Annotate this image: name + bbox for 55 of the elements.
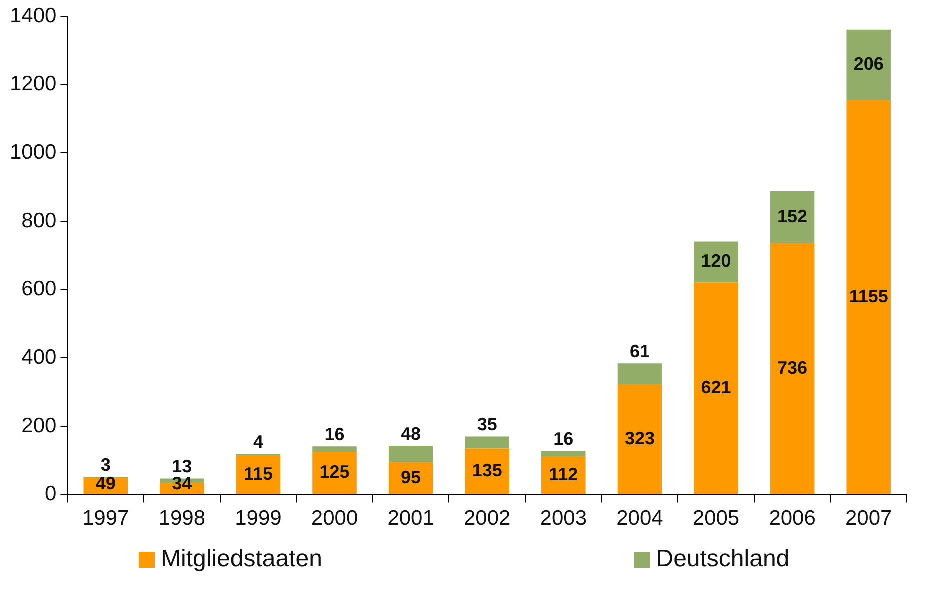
x-tick-label: 2002 <box>464 507 511 530</box>
bar <box>465 448 510 494</box>
x-tick-label: 2000 <box>311 507 358 530</box>
y-tick-label: 800 <box>22 209 57 232</box>
data-label: 135 <box>472 460 502 480</box>
data-label: 115 <box>244 464 273 484</box>
x-tick-label: 1999 <box>235 507 282 530</box>
bar <box>694 282 738 494</box>
bar <box>312 446 357 452</box>
y-tick-label: 400 <box>22 346 57 369</box>
data-label: 61 <box>630 342 650 362</box>
y-tick-label: 200 <box>22 414 57 438</box>
x-tick-label: 2003 <box>540 507 588 530</box>
data-label: 120 <box>701 251 732 272</box>
legend-label: Mitgliedstaaten <box>161 546 322 573</box>
bar <box>618 384 662 494</box>
data-label: 95 <box>401 467 422 488</box>
data-label: 621 <box>701 377 732 398</box>
bar <box>618 364 662 384</box>
data-label: 736 <box>778 358 808 378</box>
bar <box>770 243 815 494</box>
bar <box>542 451 586 457</box>
data-label: 1155 <box>849 286 888 306</box>
x-tick-label: 2005 <box>692 507 740 530</box>
x-tick-label: 1997 <box>82 507 130 530</box>
data-label: 323 <box>624 428 655 448</box>
y-tick-label: 1000 <box>10 141 57 164</box>
data-label: 16 <box>554 429 574 450</box>
bar <box>312 452 357 494</box>
bar <box>542 456 586 494</box>
data-label: 35 <box>477 414 498 435</box>
data-label: 125 <box>320 462 350 482</box>
y-tick-label: 1200 <box>10 72 57 96</box>
bar <box>388 446 434 462</box>
data-label: 152 <box>778 206 808 226</box>
data-label: 49 <box>96 473 116 494</box>
data-label: 4 <box>253 432 264 452</box>
data-label: 48 <box>401 424 422 444</box>
y-tick-label: 600 <box>22 278 57 301</box>
y-tick-label: 0 <box>45 482 57 506</box>
legend-label: Deutschland <box>656 546 790 573</box>
x-tick-label: 2007 <box>845 507 892 530</box>
data-label: 16 <box>324 424 345 445</box>
x-tick-label: 2006 <box>769 507 816 530</box>
bar <box>846 100 891 494</box>
bar <box>465 436 510 449</box>
data-label: 3 <box>100 455 111 476</box>
x-tick-label: 2004 <box>616 507 664 530</box>
data-label: 206 <box>854 54 884 74</box>
x-tick-label: 2001 <box>388 507 434 530</box>
data-label: 112 <box>549 464 578 484</box>
y-tick-label: 1400 <box>10 4 57 28</box>
x-tick-label: 1998 <box>158 507 206 530</box>
bar <box>846 30 891 100</box>
bar <box>770 191 815 244</box>
